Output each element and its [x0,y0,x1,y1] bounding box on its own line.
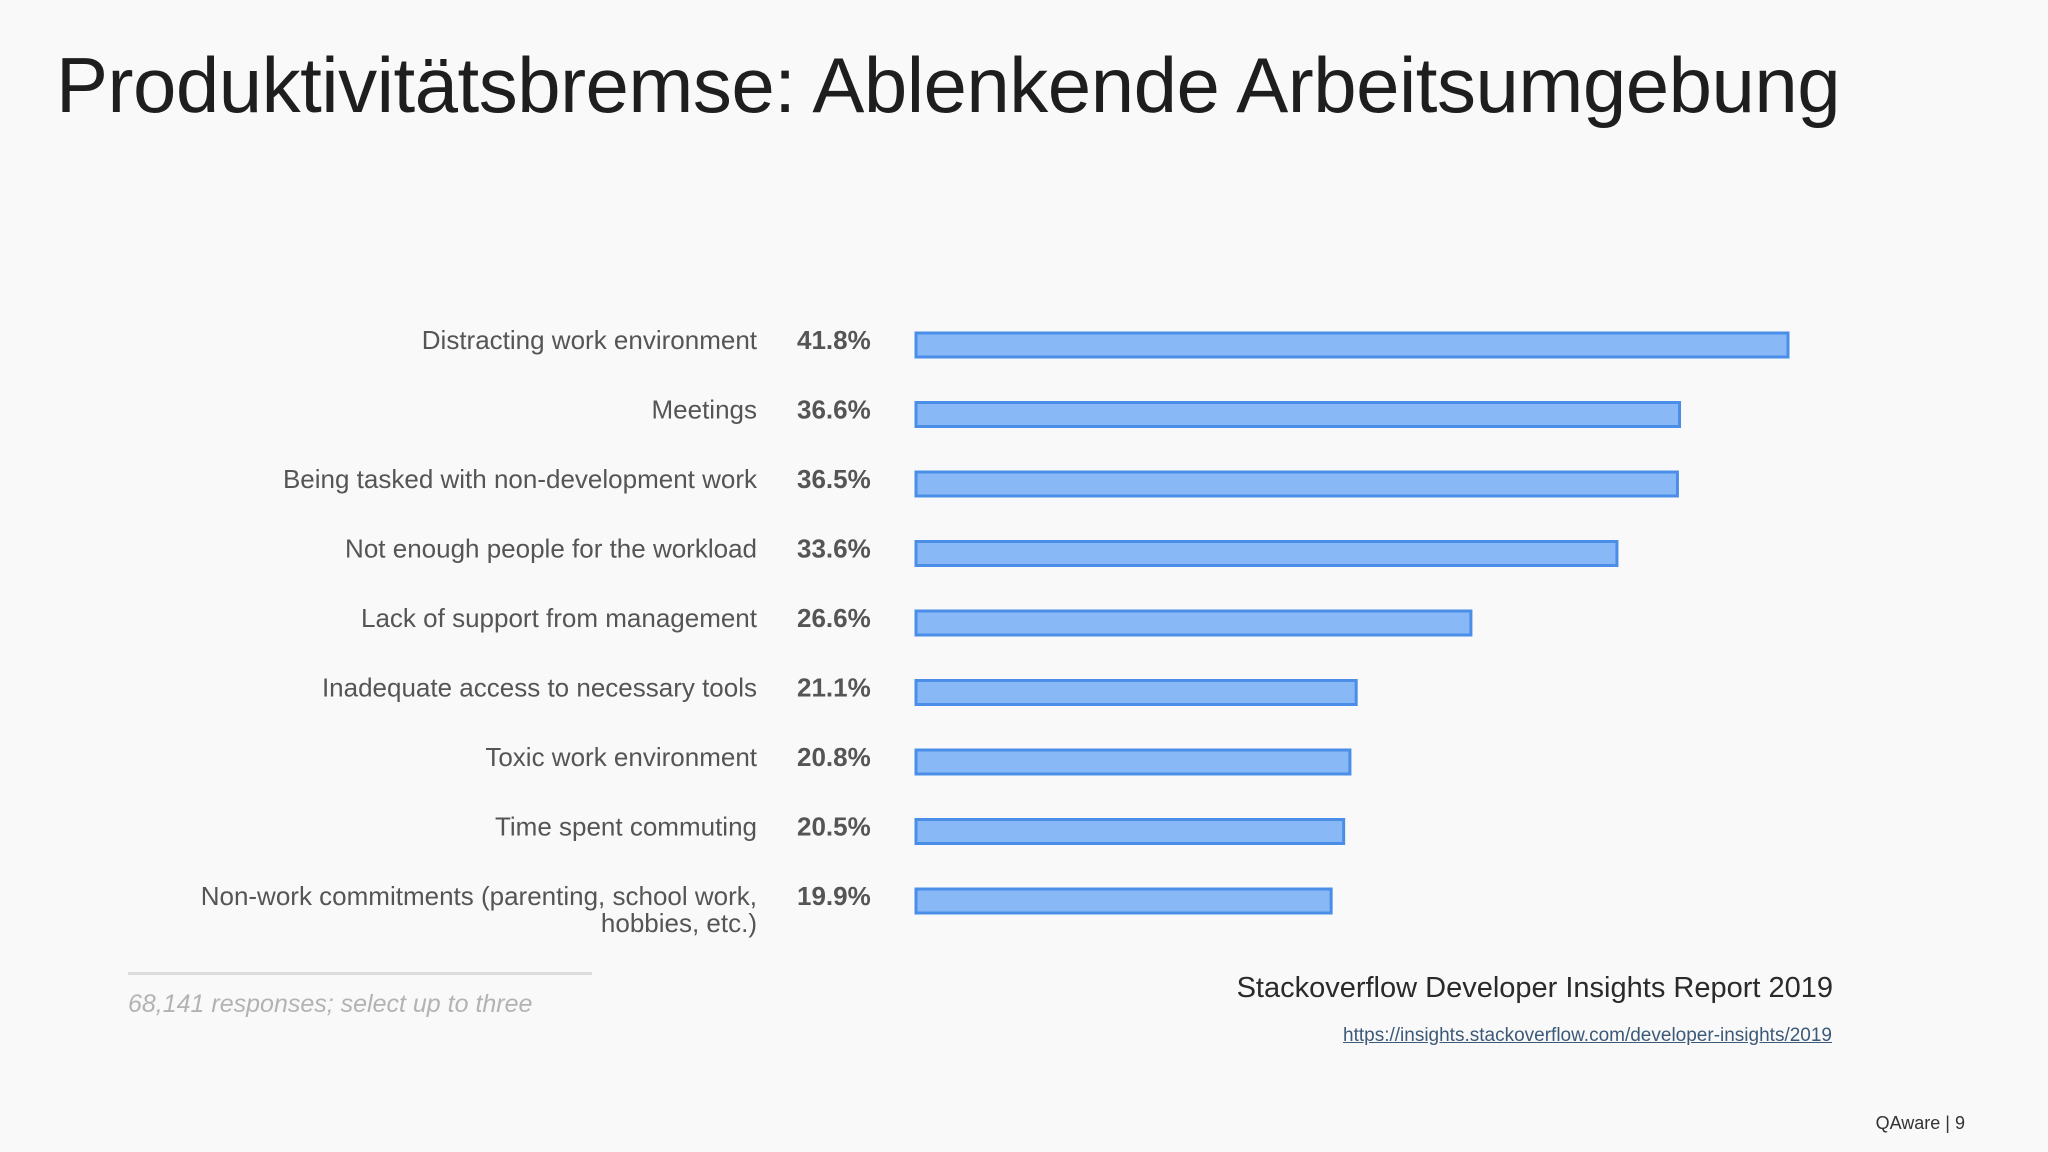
category-label-distracting-work-environment: Distracting work environment [422,325,758,355]
value-label-time-spent-commuting: 20.5% [797,812,871,842]
value-label-not-enough-people-for-the-workload: 33.6% [797,534,871,564]
category-label-line: Toxic work environment [485,742,757,772]
bar-non-work-commitments-parenting-school-work-hobbies-etc [914,887,1333,915]
category-label-lack-of-support-from-management: Lack of support from management [361,603,758,633]
category-label-line: Time spent commuting [495,812,757,842]
source-citation: Stackoverflow Developer Insights Report … [1236,972,1833,1004]
bar-toxic-work-environment [914,748,1352,776]
bar-meetings [914,401,1682,428]
category-label-inadequate-access-to-necessary-tools: Inadequate access to necessary tools [322,673,757,703]
chart-footnote: 68,141 responses; select up to three [128,990,533,1018]
source-link[interactable]: https://insights.stackoverflow.com/devel… [1343,1025,1832,1046]
category-label-line: Inadequate access to necessary tools [322,673,757,703]
value-label-inadequate-access-to-necessary-tools: 21.1% [797,673,871,703]
bar-lack-of-support-from-management [914,609,1473,637]
page-title: Produktivitätsbremse: Ablenkende Arbeits… [56,41,1841,129]
category-label-being-tasked-with-non-development-work: Being tasked with non-development work [283,464,758,494]
value-label-being-tasked-with-non-development-work: 36.5% [797,464,871,494]
category-label-line: Being tasked with non-development work [283,464,758,494]
value-label-lack-of-support-from-management: 26.6% [797,603,871,633]
value-label-toxic-work-environment: 20.8% [797,742,871,772]
category-label-non-work-commitments-parenting-school-work-hobbies-etc: Non-work commitments (parenting, school … [201,881,757,938]
category-label-time-spent-commuting: Time spent commuting [495,812,757,842]
category-label-not-enough-people-for-the-workload: Not enough people for the workload [345,534,757,564]
category-label-line: Non-work commitments (parenting, school … [201,881,757,911]
category-label-line: Distracting work environment [422,325,758,355]
value-label-meetings: 36.6% [797,395,871,425]
category-label-meetings: Meetings [652,395,758,425]
bar-not-enough-people-for-the-workload [914,540,1619,567]
footnote-divider [128,972,592,975]
bar-time-spent-commuting [914,818,1346,845]
value-label-distracting-work-environment: 41.8% [797,325,871,355]
bar-distracting-work-environment [914,331,1790,359]
category-label-line: Lack of support from management [361,603,758,633]
bar-inadequate-access-to-necessary-tools [914,679,1358,706]
category-label-line: Meetings [652,395,758,425]
page-footer: QAware | 9 [1875,1113,1965,1133]
category-label-line: hobbies, etc.) [601,908,757,938]
bar-being-tasked-with-non-development-work [914,470,1679,498]
value-label-non-work-commitments-parenting-school-work-hobbies-etc: 19.9% [797,881,871,911]
category-label-line: Not enough people for the workload [345,534,757,564]
category-label-toxic-work-environment: Toxic work environment [485,742,757,772]
